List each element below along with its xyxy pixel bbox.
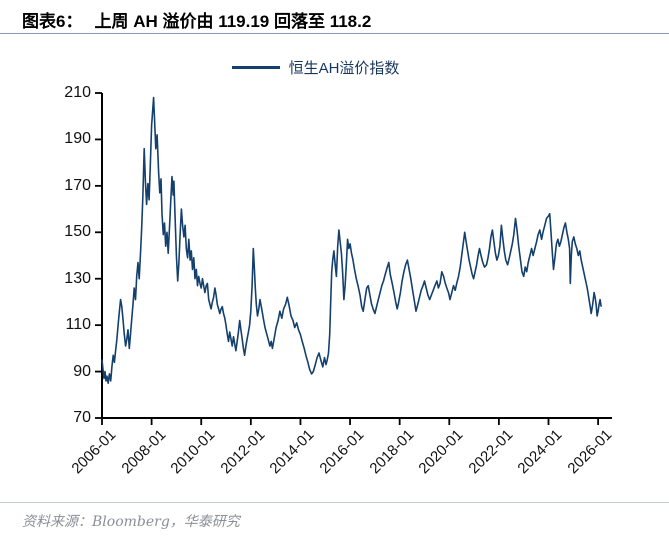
source-note: 资料来源：Bloomberg，华泰研究 — [22, 514, 240, 530]
chart-legend: 恒生AH溢价指数 — [0, 57, 650, 78]
figure-number: 图表6： — [22, 12, 83, 31]
series-line-ah-premium — [101, 96, 602, 385]
y-tick-label: 210 — [64, 84, 91, 101]
figure-title-text: 上周 AH 溢价由 119.19 回落至 118.2 — [94, 12, 372, 31]
y-tick-label: 170 — [64, 176, 91, 194]
y-tick-label: 150 — [64, 223, 91, 241]
legend-line-swatch — [231, 66, 280, 69]
y-tick-label: 90 — [73, 362, 91, 380]
y-tick-label: 110 — [65, 316, 91, 334]
title-divider — [0, 33, 669, 34]
footer-divider — [0, 502, 669, 503]
y-tick-label: 130 — [64, 269, 91, 287]
legend-series-label: 恒生AH溢价指数 — [288, 60, 400, 77]
y-tick-label: 190 — [64, 130, 91, 148]
figure-title: 图表6： 上周 AH 溢价由 119.19 回落至 118.2 — [22, 7, 371, 32]
y-tick-label: 70 — [73, 409, 91, 426]
